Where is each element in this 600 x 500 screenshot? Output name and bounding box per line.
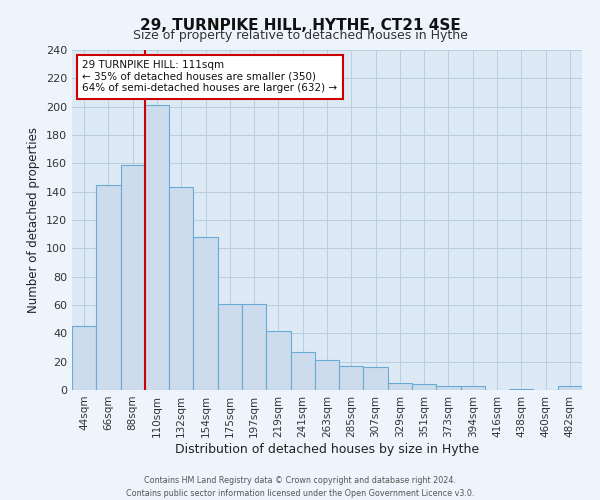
Bar <box>72 326 96 390</box>
Bar <box>461 386 485 390</box>
X-axis label: Distribution of detached houses by size in Hythe: Distribution of detached houses by size … <box>175 442 479 456</box>
Bar <box>266 330 290 390</box>
Text: 29, TURNPIKE HILL, HYTHE, CT21 4SE: 29, TURNPIKE HILL, HYTHE, CT21 4SE <box>140 18 460 32</box>
Text: Size of property relative to detached houses in Hythe: Size of property relative to detached ho… <box>133 29 467 42</box>
Bar <box>412 384 436 390</box>
Y-axis label: Number of detached properties: Number of detached properties <box>28 127 40 313</box>
Bar <box>145 106 169 390</box>
Bar <box>290 352 315 390</box>
Text: Contains HM Land Registry data © Crown copyright and database right 2024.
Contai: Contains HM Land Registry data © Crown c… <box>126 476 474 498</box>
Bar <box>339 366 364 390</box>
Bar <box>169 188 193 390</box>
Bar <box>509 388 533 390</box>
Bar <box>193 237 218 390</box>
Text: 29 TURNPIKE HILL: 111sqm
← 35% of detached houses are smaller (350)
64% of semi-: 29 TURNPIKE HILL: 111sqm ← 35% of detach… <box>82 60 337 94</box>
Bar <box>96 184 121 390</box>
Bar <box>364 368 388 390</box>
Bar <box>315 360 339 390</box>
Bar <box>242 304 266 390</box>
Bar <box>436 386 461 390</box>
Bar <box>388 383 412 390</box>
Bar <box>558 386 582 390</box>
Bar <box>218 304 242 390</box>
Bar <box>121 165 145 390</box>
